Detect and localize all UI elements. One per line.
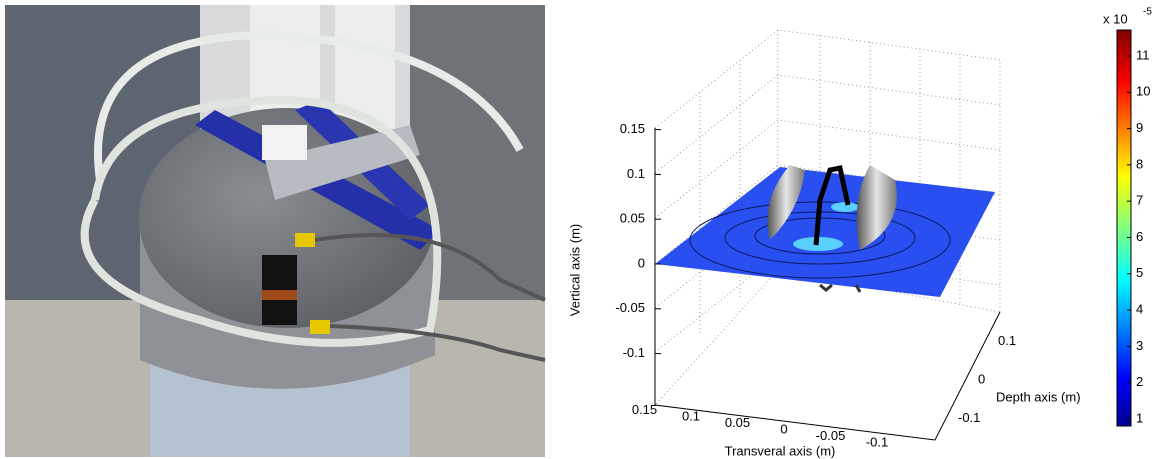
photo [5,5,545,457]
z-tick-label: -0.05 [615,300,645,315]
colorbar-tick-label: 3 [1136,338,1143,353]
colorbar-tick-label: 9 [1136,120,1143,135]
x-tick-label: 0 [780,421,787,436]
colorbar-tick-label: 2 [1136,374,1143,389]
z-tick-label: -0.1 [623,345,645,360]
colorbar-tick-label: 6 [1136,229,1143,244]
colorbar-tick-label: 1 [1136,410,1143,425]
z-tick-label: 0.1 [627,166,645,181]
y-tick-label: 0.1 [998,333,1016,348]
figure: Vertical axis (m) Transveral axis (m) De… [0,0,1171,459]
x-tick-label: 0.1 [682,408,700,423]
colorbar-tick-label: 5 [1136,265,1143,280]
colorbar-tick-label: 4 [1136,302,1143,317]
z-tick-label: 0.15 [620,121,645,136]
colorbar-tick-label: 8 [1136,156,1143,171]
x-tick-label: 0.15 [632,402,657,417]
colorbar-tick-label: 7 [1136,193,1143,208]
field-plane [655,165,995,297]
y-tick-label: -0.1 [958,410,980,425]
colorbar-tick-label: 11 [1136,47,1150,62]
x-axis-label: Transveral axis (m) [725,443,836,458]
y-tick-label: 0 [978,371,985,386]
z-tick-label: 0 [638,255,645,270]
colorbar-multiplier: x 10 [1103,11,1128,26]
z-axis-label: Vertical axis (m) [567,224,582,316]
colorbar [1117,30,1131,426]
z-tick-label: 0.05 [620,211,645,226]
x-tick-label: -0.1 [866,434,888,449]
colorbar-tick-label: 10 [1136,84,1150,99]
x-tick-label: 0.05 [725,415,750,430]
y-axis-label: Depth axis (m) [996,389,1081,404]
colorbar-exponent: -5 [1143,7,1152,18]
x-tick-label: -0.05 [816,428,846,443]
